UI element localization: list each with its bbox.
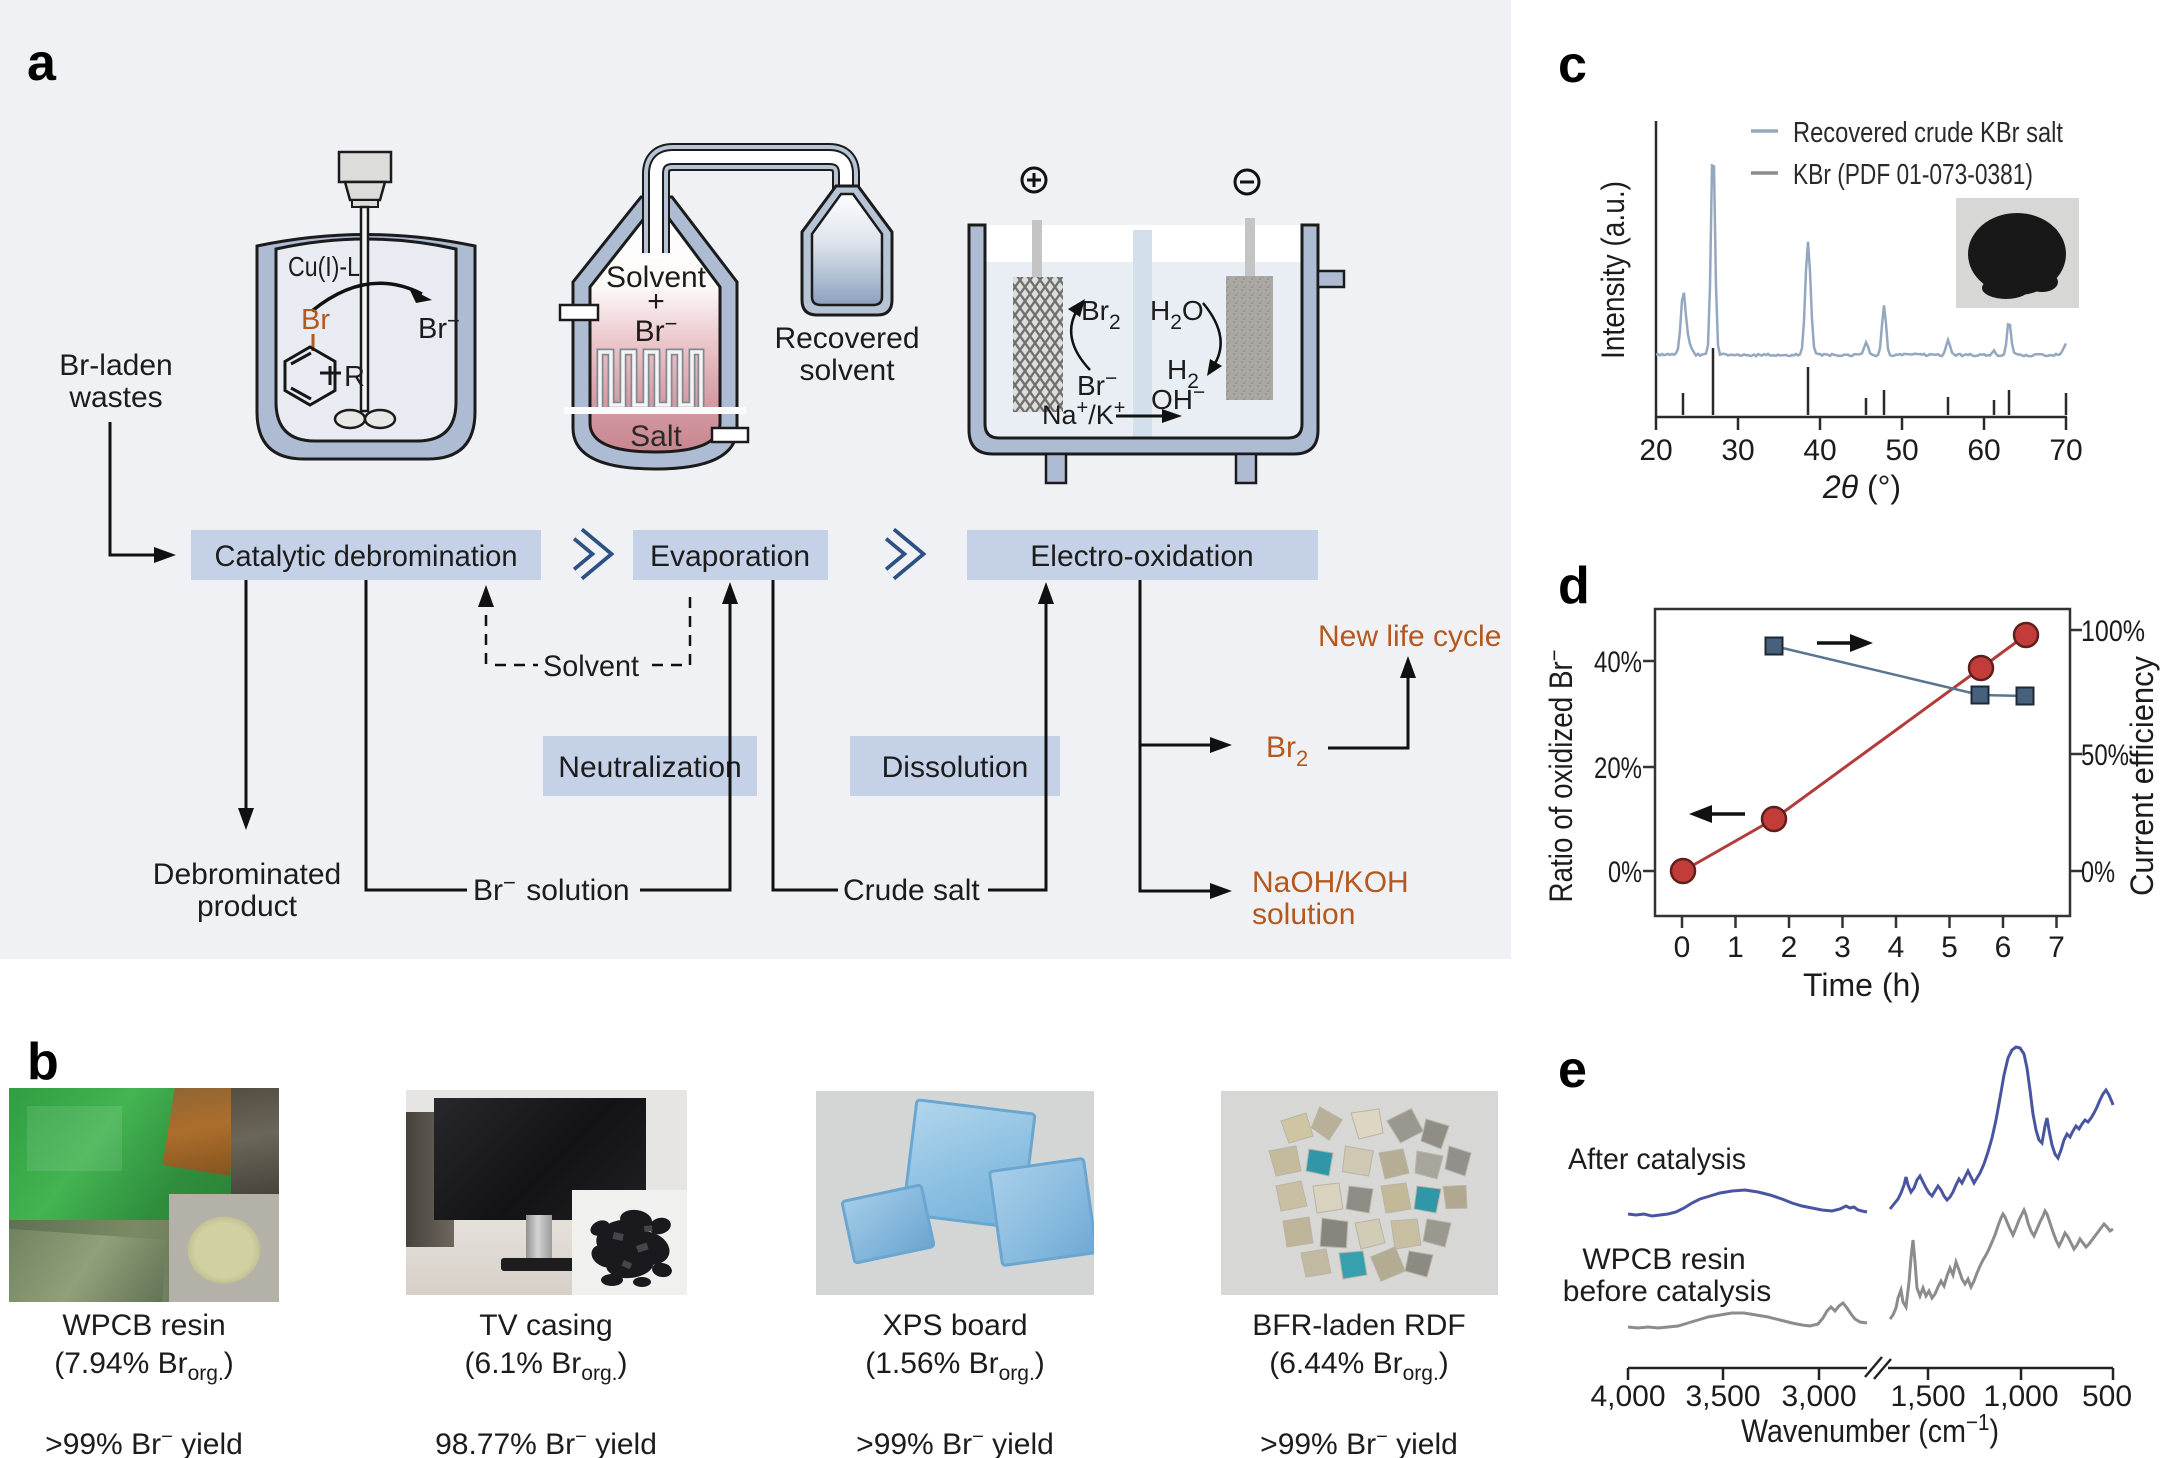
svg-text:Salt: Salt [630,420,682,453]
svg-text:before catalysis: before catalysis [1563,1275,1771,1308]
svg-text:R: R [344,361,365,393]
svg-text:product: product [197,890,298,923]
svg-text:Neutralization: Neutralization [558,751,741,784]
svg-text:Br-laden: Br-laden [59,349,172,382]
svg-text:New life cycle: New life cycle [1318,620,1501,653]
svg-text:Evaporation: Evaporation [650,540,810,573]
svg-text:50%: 50% [2081,739,2129,772]
svg-text:Solvent: Solvent [543,650,640,683]
svg-text:50: 50 [1885,434,1918,467]
svg-text:WPCB resin: WPCB resin [1582,1243,1745,1276]
svg-text:Crude salt: Crude salt [843,874,980,907]
svg-text:500: 500 [2082,1380,2132,1413]
svg-text:wastes: wastes [68,381,162,414]
svg-text:Dissolution: Dissolution [882,751,1029,784]
svg-text:Catalytic debromination: Catalytic debromination [215,540,518,573]
svg-text:0%: 0% [2081,856,2115,889]
svg-text:Br: Br [301,304,330,336]
svg-text:40%: 40% [1594,646,1642,679]
svg-text:Ratio of oxidized Br−: Ratio of oxidized Br− [1541,650,1579,903]
svg-text:Intensity (a.u.): Intensity (a.u.) [1595,181,1631,359]
svg-text:Cu(I)-L: Cu(I)-L [288,251,360,282]
svg-text:0%: 0% [1608,856,1642,889]
svg-text:4,000: 4,000 [1590,1380,1665,1413]
svg-text:3,500: 3,500 [1685,1380,1760,1413]
svg-text:40: 40 [1803,434,1836,467]
svg-text:2: 2 [1781,931,1798,964]
svg-text:60: 60 [1967,434,2000,467]
svg-text:+: + [647,285,665,318]
svg-text:solution: solution [1252,898,1355,931]
svg-text:Current efficiency: Current efficiency [2124,656,2160,896]
svg-text:5: 5 [1941,931,1958,964]
svg-text:1,500: 1,500 [1890,1380,1965,1413]
svg-text:2θ (°): 2θ (°) [1822,469,1901,505]
svg-text:Wavenumber (cm−1): Wavenumber (cm−1) [1741,1409,1999,1449]
svg-text:NaOH/KOH: NaOH/KOH [1252,866,1409,899]
svg-text:OH−: OH− [1151,381,1205,415]
svg-text:20%: 20% [1594,752,1642,785]
svg-text:4: 4 [1888,931,1905,964]
svg-text:Br− solution: Br− solution [473,870,630,907]
svg-text:KBr (PDF 01-073-0381): KBr (PDF 01-073-0381) [1793,159,2033,191]
svg-text:1,000: 1,000 [1983,1380,2058,1413]
svg-text:Debrominated: Debrominated [153,858,341,891]
svg-text:20: 20 [1639,434,1672,467]
svg-text:Time (h): Time (h) [1803,967,1921,1003]
svg-text:3,000: 3,000 [1781,1380,1856,1413]
svg-text:100%: 100% [2081,615,2145,648]
svg-text:70: 70 [2049,434,2082,467]
svg-text:solvent: solvent [799,354,895,387]
svg-text:30: 30 [1721,434,1754,467]
svg-text:7: 7 [2048,931,2065,964]
svg-text:Electro-oxidation: Electro-oxidation [1030,540,1253,573]
svg-text:0: 0 [1674,931,1691,964]
svg-text:Recovered: Recovered [774,322,919,355]
svg-text:1: 1 [1727,931,1744,964]
svg-text:After catalysis: After catalysis [1568,1143,1746,1176]
svg-text:Solvent: Solvent [606,261,707,294]
svg-text:6: 6 [1995,931,2012,964]
svg-text:Recovered crude KBr salt: Recovered crude KBr salt [1793,117,2063,149]
svg-text:3: 3 [1834,931,1851,964]
